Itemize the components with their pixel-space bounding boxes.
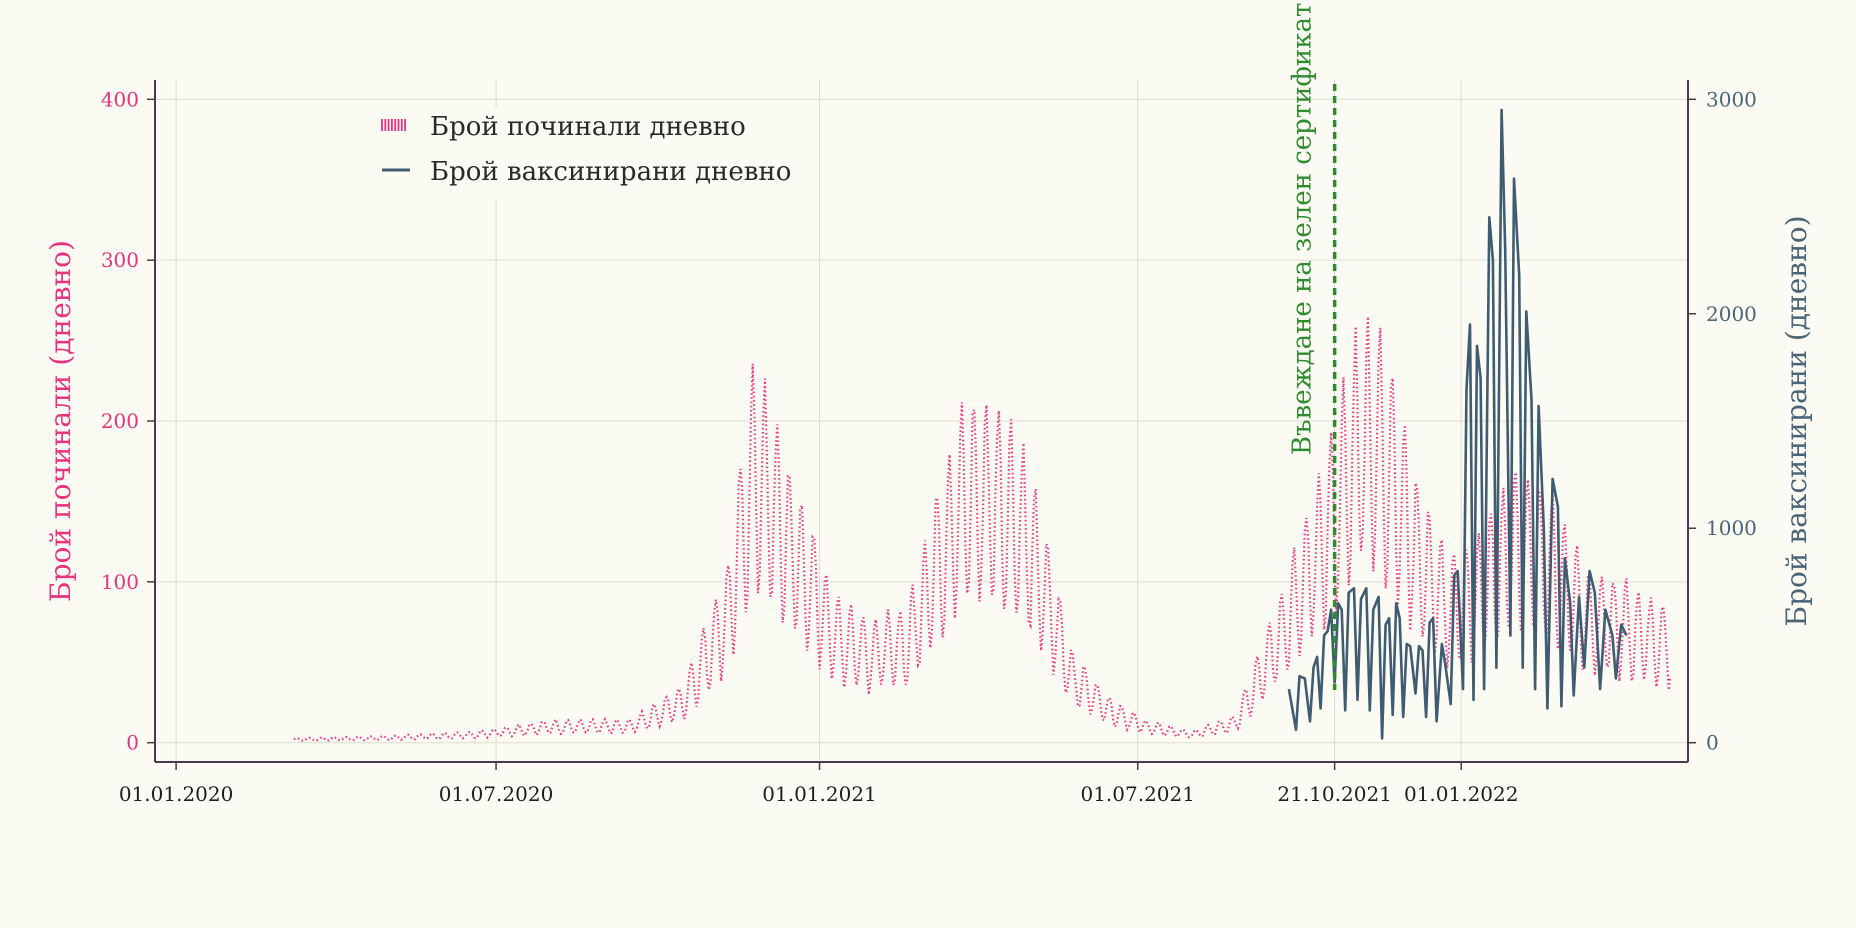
x-tick-label: 21.10.2021 bbox=[1277, 782, 1392, 806]
y-axis-left-label: Брой починали (дневно) bbox=[44, 240, 77, 602]
y-right-tick-label: 1000 bbox=[1706, 516, 1757, 540]
deaths-series bbox=[293, 316, 1672, 742]
axes: 01.01.2020 01.07.2020 01.01.2021 01.07.2021… bbox=[101, 80, 1757, 806]
annotation-label: Въвеждане на зелен сертификат bbox=[1288, 3, 1318, 455]
legend: Брой починали дневно Брой ваксинирани дн… bbox=[366, 108, 791, 200]
y-left-tick-label: 100 bbox=[101, 570, 139, 594]
legend-label-vaccinations: Брой ваксинирани дневно bbox=[430, 157, 791, 187]
x-tick-label: 01.07.2021 bbox=[1080, 782, 1195, 806]
vaccinations-line bbox=[1287, 108, 1628, 740]
y-right-tick-label: 2000 bbox=[1706, 302, 1757, 326]
x-tick-label: 01.01.2020 bbox=[119, 782, 234, 806]
y-axis-right-label: Брой ваксинирани (дневно) bbox=[1780, 216, 1813, 627]
x-tick-label: 01.07.2020 bbox=[439, 782, 554, 806]
x-tick-label: 01.01.2022 bbox=[1404, 782, 1519, 806]
deaths-line bbox=[293, 316, 1672, 742]
y-left-tick-label: 300 bbox=[101, 248, 139, 272]
legend-swatch-deaths bbox=[381, 119, 407, 131]
y-left-tick-label: 200 bbox=[101, 409, 139, 433]
annotation: Въвеждане на зелен сертификат bbox=[1288, 3, 1337, 690]
y-right-tick-label: 0 bbox=[1706, 731, 1719, 755]
legend-label-deaths: Брой починали дневно bbox=[430, 112, 746, 142]
y-left-tick-label: 0 bbox=[126, 731, 139, 755]
legend-background bbox=[366, 108, 786, 200]
vaccinations-series bbox=[1287, 108, 1628, 740]
x-tick-label: 01.01.2021 bbox=[762, 782, 877, 806]
y-right-tick-label: 3000 bbox=[1706, 87, 1757, 111]
y-left-tick-label: 400 bbox=[101, 87, 139, 111]
